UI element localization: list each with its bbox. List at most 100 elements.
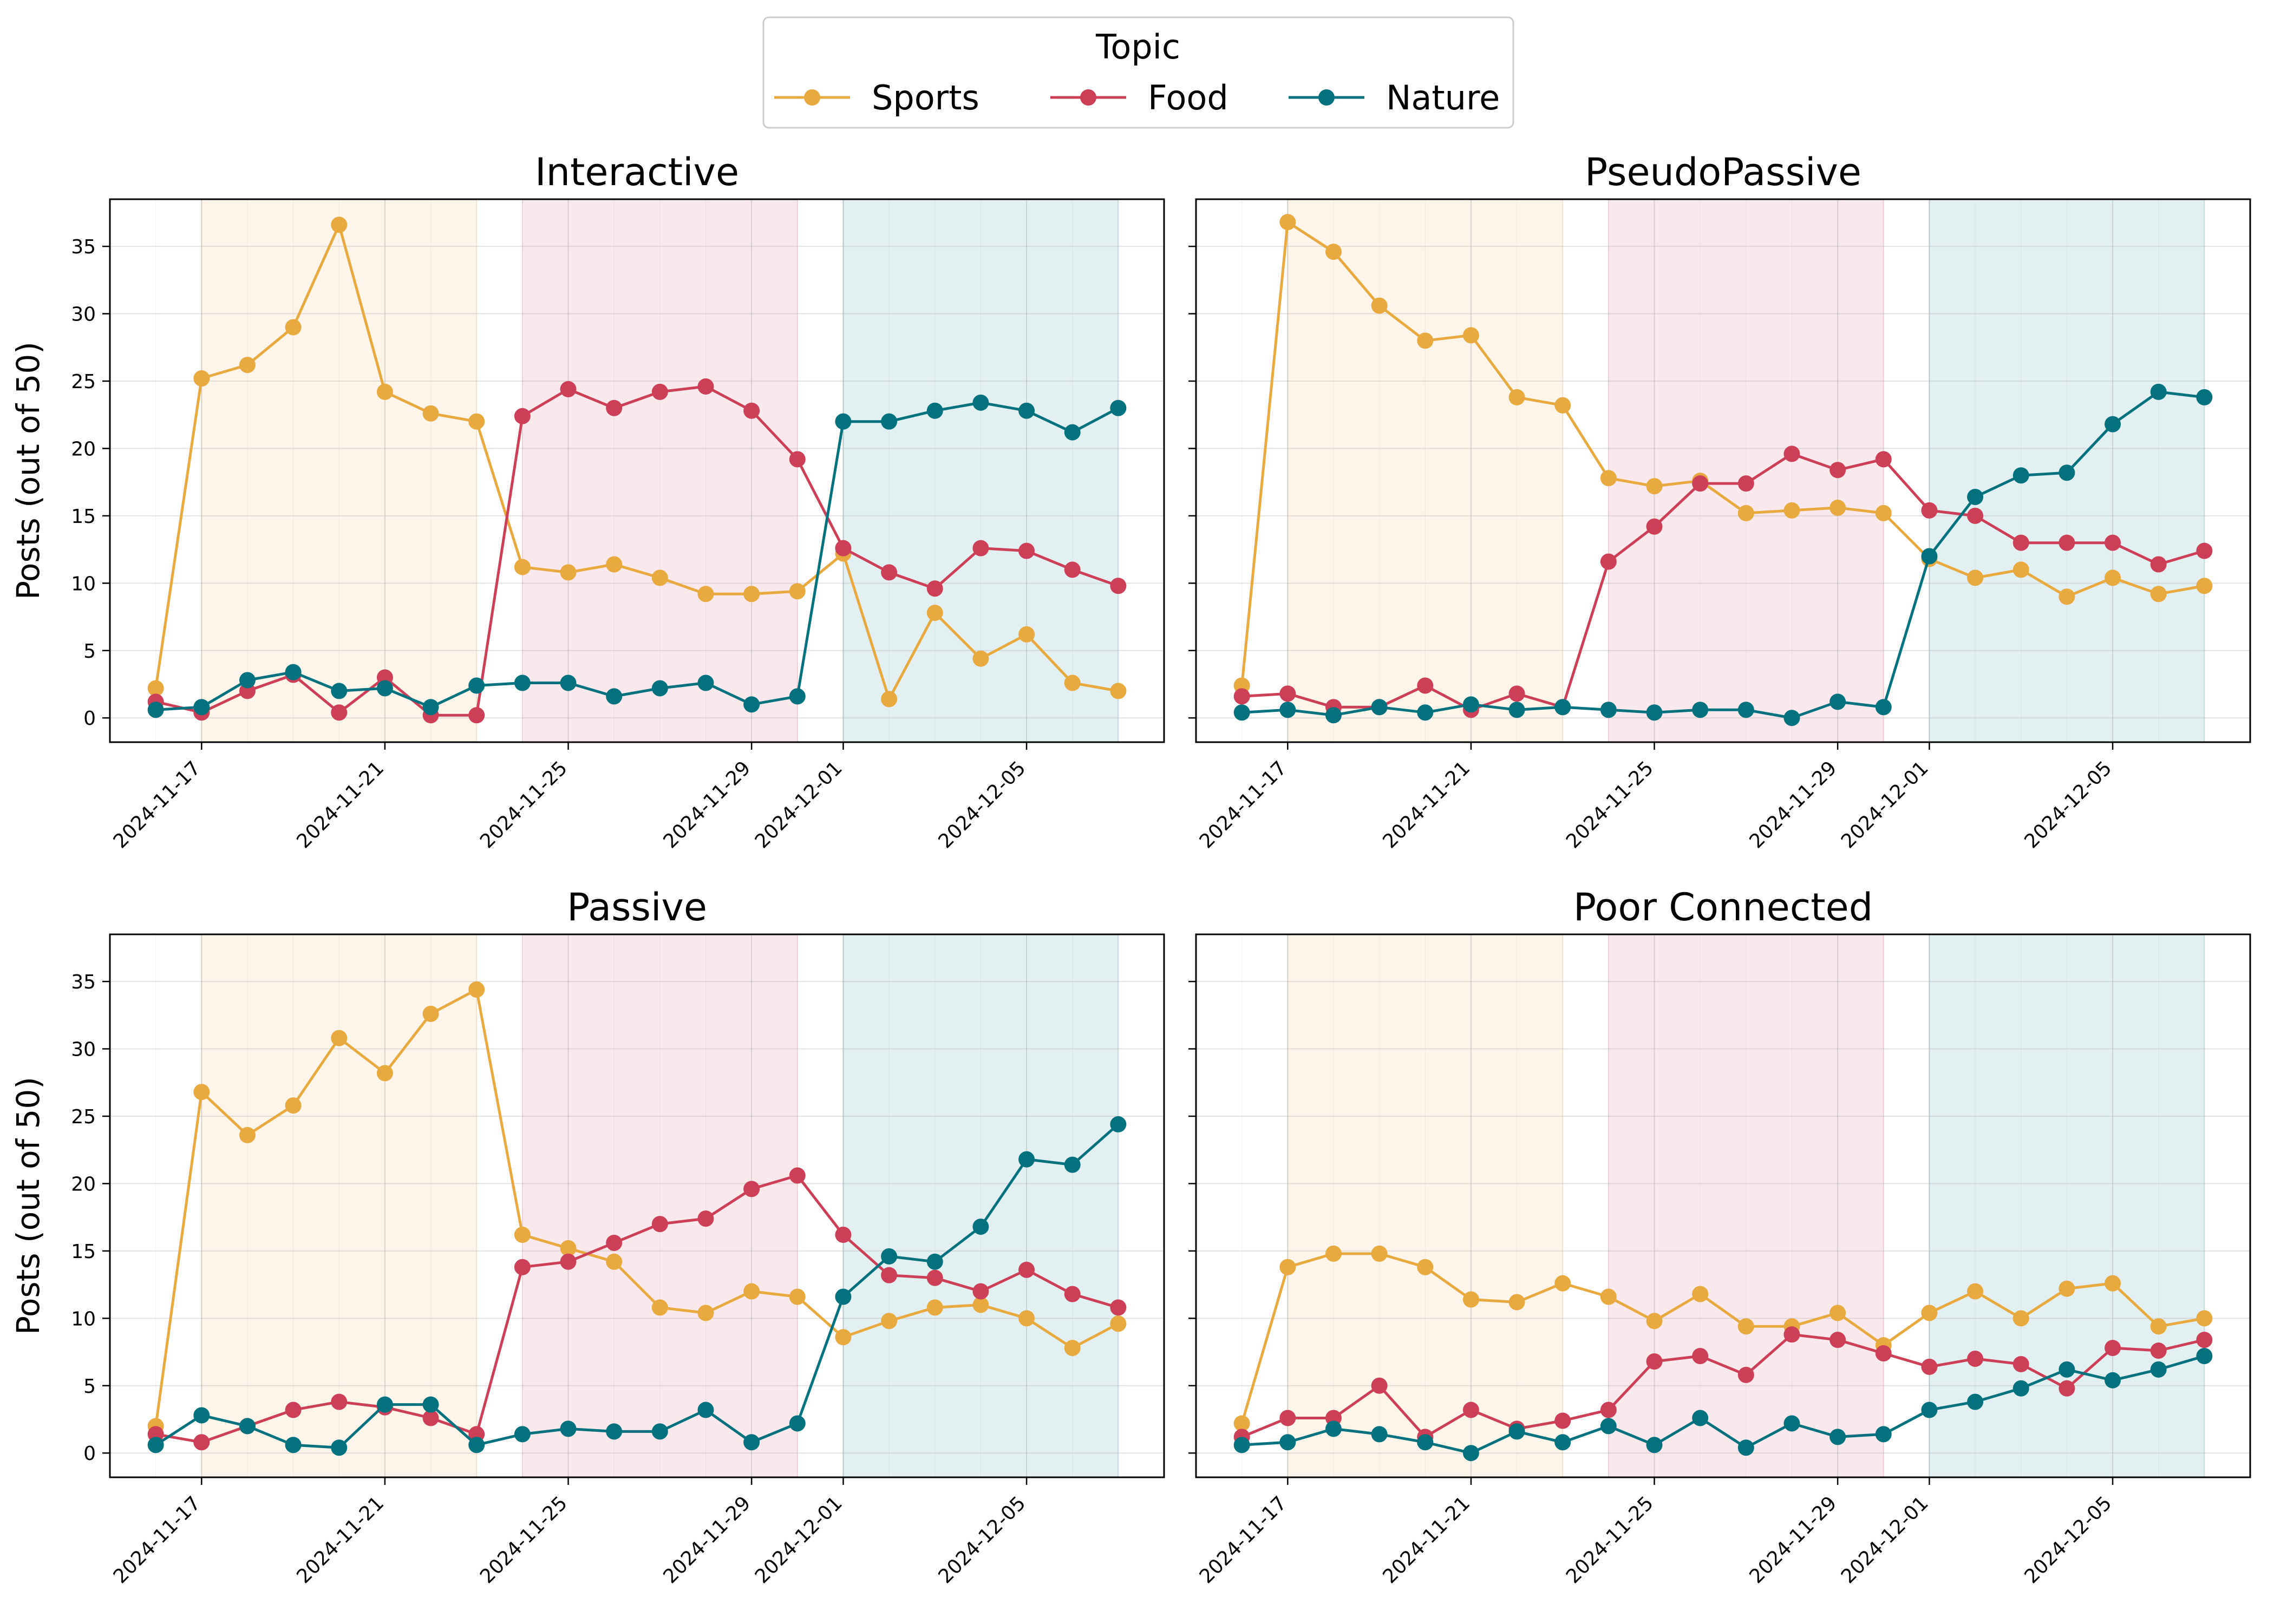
data-point-nature xyxy=(1018,1151,1035,1168)
data-point-nature xyxy=(331,1439,348,1456)
data-point-nature xyxy=(147,1437,164,1453)
x-tick-label: 2024-12-01 xyxy=(751,1492,847,1588)
data-point-sports xyxy=(2150,1318,2167,1335)
shaded-period-sports xyxy=(201,199,477,742)
legend-label: Nature xyxy=(1386,78,1500,117)
data-point-nature xyxy=(2150,383,2167,400)
data-point-nature xyxy=(2196,389,2213,405)
series-sports xyxy=(147,217,1127,708)
data-point-nature xyxy=(2105,416,2121,433)
data-point-sports xyxy=(1921,1305,1938,1321)
data-point-nature xyxy=(285,1437,302,1453)
data-point-nature xyxy=(606,1423,623,1440)
series-line-food xyxy=(1241,452,2205,711)
data-point-sports xyxy=(2012,561,2029,578)
data-point-sports xyxy=(2150,586,2167,603)
data-point-sports xyxy=(560,564,577,581)
x-tick-label: 2024-11-21 xyxy=(292,757,388,853)
data-point-sports xyxy=(2105,569,2121,586)
data-point-sports xyxy=(1233,1415,1250,1432)
x-tick-label: 2024-11-21 xyxy=(1378,757,1474,853)
data-point-food xyxy=(331,704,348,721)
series-line-nature xyxy=(1241,390,2205,719)
panel-interactive: 0 5 10 15 20 25 30 35 2024-11-17 2024-11-21 2024-1… xyxy=(10,150,1165,853)
data-point-nature xyxy=(147,702,164,718)
data-point-food xyxy=(1875,1345,1892,1362)
data-point-food xyxy=(1233,688,1250,705)
data-point-sports xyxy=(743,586,760,603)
data-point-food xyxy=(1967,507,1984,524)
panel-pseudopassive: 2024-11-17 2024-11-21 2024-11-25 2024-11-29… xyxy=(1188,150,2251,853)
data-point-nature xyxy=(743,696,760,713)
data-point-food xyxy=(1554,1412,1571,1429)
panel-poor-connected: 2024-11-17 2024-11-21 2024-11-25 2024-11-29… xyxy=(1188,885,2251,1588)
data-point-nature xyxy=(835,413,852,430)
data-point-food xyxy=(1921,502,1938,519)
y-tick-label: 30 xyxy=(71,1039,96,1061)
data-point-nature xyxy=(1737,702,1754,718)
data-point-sports xyxy=(1279,1259,1296,1275)
data-point-nature xyxy=(606,688,623,705)
data-point-food xyxy=(1737,475,1754,492)
data-point-nature xyxy=(514,675,531,691)
data-point-nature xyxy=(1692,702,1709,718)
legend-marker xyxy=(804,89,820,106)
data-point-food xyxy=(743,402,760,419)
y-tick-label: 25 xyxy=(71,371,96,393)
data-point-sports xyxy=(1325,1245,1342,1262)
data-point-nature xyxy=(1967,489,1984,506)
data-point-food xyxy=(1279,685,1296,702)
legend-item-sports: Sports xyxy=(774,78,979,117)
data-point-food xyxy=(1417,677,1434,694)
data-point-food xyxy=(422,1410,439,1426)
data-point-food xyxy=(514,1259,531,1275)
data-point-food xyxy=(697,1210,714,1227)
data-point-sports xyxy=(331,1030,348,1046)
axes-frame xyxy=(1195,198,2251,743)
x-tick-label: 2024-12-01 xyxy=(751,757,847,853)
data-point-food xyxy=(2059,534,2075,551)
shaded-period-sports xyxy=(1288,199,1563,742)
legend-label: Food xyxy=(1148,78,1229,117)
data-point-nature xyxy=(468,1437,485,1453)
data-point-food xyxy=(1692,475,1709,492)
data-point-sports xyxy=(697,586,714,603)
data-point-nature xyxy=(1417,1434,1434,1451)
data-point-sports xyxy=(1508,1294,1525,1311)
y-tick-label: 10 xyxy=(71,573,96,595)
data-point-sports xyxy=(1829,499,1846,516)
data-point-sports xyxy=(1325,244,1342,260)
data-point-sports xyxy=(1371,1245,1388,1262)
data-point-food xyxy=(1371,1377,1388,1394)
shaded-period-sports xyxy=(201,934,477,1477)
data-point-sports xyxy=(2196,1310,2213,1327)
x-tick-label: 2024-11-17 xyxy=(1195,757,1291,853)
data-point-sports xyxy=(835,1329,852,1346)
data-point-nature xyxy=(789,1415,806,1432)
y-tick-label: 10 xyxy=(71,1308,96,1330)
data-point-nature xyxy=(193,1407,210,1424)
data-point-sports xyxy=(468,413,485,430)
series-line-food xyxy=(155,385,1119,717)
data-point-food xyxy=(1921,1358,1938,1375)
data-point-sports xyxy=(606,1253,623,1270)
data-point-nature xyxy=(743,1434,760,1451)
y-tick-label: 0 xyxy=(83,708,96,730)
x-tick-label: 2024-11-29 xyxy=(659,757,755,853)
data-point-nature xyxy=(1921,1402,1938,1418)
legend-items: Sports Food Nature xyxy=(774,78,1500,117)
x-tick-label: 2024-11-29 xyxy=(1746,1492,1841,1588)
data-point-food xyxy=(193,1434,210,1451)
data-point-nature xyxy=(1829,693,1846,710)
data-point-nature xyxy=(697,675,714,691)
y-tick-label: 15 xyxy=(71,506,96,528)
data-point-nature xyxy=(2059,464,2075,481)
x-tick-label: 2024-11-25 xyxy=(1562,1492,1658,1588)
shaded-period-nature xyxy=(843,934,1119,1477)
data-point-nature xyxy=(193,699,210,716)
data-point-nature xyxy=(1508,702,1525,718)
y-tick-label: 30 xyxy=(71,304,96,326)
data-point-nature xyxy=(560,675,577,691)
data-point-food xyxy=(1967,1350,1984,1367)
data-point-nature xyxy=(972,394,989,411)
